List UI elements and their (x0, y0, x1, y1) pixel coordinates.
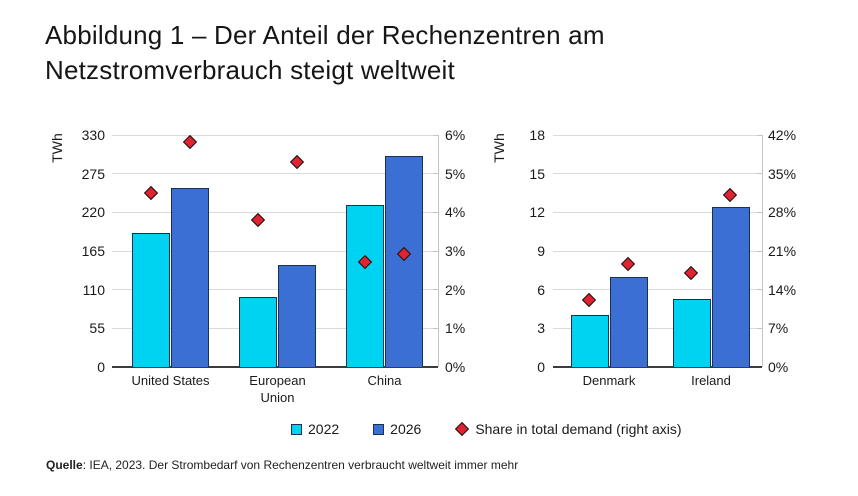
bar-China-2026 (385, 156, 423, 367)
figure-title: Abbildung 1 – Der Anteil der Rechenzentr… (45, 20, 605, 85)
bar-Denmark-2026 (609, 276, 648, 367)
legend-2022-label: 2022 (308, 421, 340, 437)
left-axis-tick-label: 0 (97, 359, 105, 375)
right-axis-tick-label: 0% (445, 359, 466, 375)
legend-item-2022: 2022 (291, 420, 339, 438)
right-axis-tick-label: 35% (768, 165, 797, 182)
right-axis-tick (433, 289, 438, 291)
left-axis-tick-label: 275 (81, 165, 105, 182)
left-axis-tick-label: 9 (537, 243, 545, 259)
right-axis-line (762, 135, 763, 367)
source-text: : IEA, 2023. Der Strombedarf von Rechenz… (82, 458, 519, 472)
right-axis-tick-label: 7% (768, 320, 789, 337)
right-axis-tick-label: 5% (445, 165, 466, 182)
right-axis-tick (757, 327, 762, 329)
category-label-European Union: European Union (249, 373, 306, 405)
right-axis-tick (433, 134, 438, 136)
share-diamond-United States-2026 (182, 135, 197, 150)
source-prefix: Quelle (46, 458, 83, 472)
left-axis-tick-label: 6 (537, 281, 545, 298)
bar-United States-2026 (171, 187, 209, 367)
right-axis-tick (757, 289, 762, 291)
right-axis-tick-label: 21% (768, 243, 797, 259)
y-axis-title: TWh (49, 133, 65, 163)
right-axis-tick (757, 134, 762, 136)
bar-European Union-2022 (239, 296, 277, 367)
bar-Ireland-2026 (711, 207, 750, 367)
x-axis-baseline (553, 366, 762, 368)
share-diamond-European Union-2026 (289, 154, 304, 169)
gridline (112, 327, 438, 329)
right-axis-tick (757, 173, 762, 175)
right-axis-tick (433, 327, 438, 329)
gridline (112, 211, 438, 213)
share-diamond-China-2022 (357, 255, 372, 270)
y-axis-title: TWh (491, 133, 507, 163)
right-axis-tick-label: 6% (445, 127, 466, 143)
bar-European Union-2026 (278, 265, 316, 367)
right-axis-tick-label: 28% (768, 204, 797, 221)
left-axis-tick-label: 12 (529, 204, 545, 221)
legend-share-diamond-icon (455, 421, 470, 437)
right-axis-tick (433, 211, 438, 213)
left-axis-tick-label: 0 (537, 359, 545, 375)
gridline (553, 173, 762, 175)
left-axis-tick-label: 15 (529, 165, 545, 182)
x-axis-baseline (112, 366, 438, 368)
share-diamond-Denmark-2022 (581, 293, 597, 308)
gridline (112, 250, 438, 252)
left-axis-tick-label: 330 (81, 127, 105, 143)
legend-item-share: Share in total demand (right axis) (455, 420, 682, 438)
legend: 2022 2026 Share in total demand (right a… (291, 420, 682, 438)
right-axis-tick (433, 173, 438, 175)
source-line: Quelle: IEA, 2023. Der Strombedarf von R… (46, 458, 518, 473)
bar-China-2022 (346, 205, 384, 367)
gridline (553, 289, 762, 291)
share-diamond-European Union-2022 (250, 212, 265, 227)
right-axis-tick-label: 1% (445, 320, 466, 337)
share-diamond-Ireland-2026 (722, 188, 738, 203)
right-axis-tick-label: 42% (768, 127, 797, 143)
legend-2026-label: 2026 (390, 421, 422, 437)
legend-item-2026: 2026 (373, 420, 421, 438)
left-axis-tick-label: 220 (81, 204, 105, 221)
gridline (553, 211, 762, 213)
right-axis-tick (757, 250, 762, 252)
legend-2026-square-icon (373, 423, 385, 435)
bar-Denmark-2022 (570, 315, 609, 367)
bar-Ireland-2022 (672, 298, 711, 367)
right-axis-tick-label: 2% (445, 281, 466, 298)
left-axis-tick-label: 165 (81, 243, 105, 259)
share-diamond-China-2026 (396, 247, 411, 262)
gridline (553, 250, 762, 252)
gridline (112, 289, 438, 291)
left-axis-tick-label: 18 (529, 127, 545, 143)
share-diamond-United States-2022 (143, 185, 158, 200)
category-label-China: China (367, 373, 402, 388)
right-axis-tick-label: 4% (445, 204, 466, 221)
category-label-Ireland: Ireland (691, 373, 731, 388)
gridline (553, 134, 762, 136)
gridline (112, 134, 438, 136)
gridline (553, 327, 762, 329)
right-axis-tick-label: 0% (768, 359, 789, 375)
right-axis-tick-label: 3% (445, 243, 466, 259)
share-diamond-Denmark-2026 (620, 257, 636, 272)
right-axis-line (438, 135, 439, 367)
right-axis-tick (433, 250, 438, 252)
left-axis-tick-label: 3 (537, 320, 545, 337)
right-axis-tick (757, 211, 762, 213)
category-label-Denmark: Denmark (582, 373, 636, 388)
category-label-United States: United States (131, 373, 210, 388)
share-diamond-Ireland-2022 (683, 265, 699, 280)
gridline (112, 173, 438, 175)
left-axis-tick-label: 110 (82, 281, 105, 298)
right-axis-tick-label: 14% (768, 281, 797, 298)
legend-share-label: Share in total demand (right axis) (475, 421, 682, 437)
left-axis-tick-label: 55 (89, 320, 105, 337)
legend-2022-square-icon (291, 423, 302, 435)
bar-United States-2022 (132, 233, 170, 367)
